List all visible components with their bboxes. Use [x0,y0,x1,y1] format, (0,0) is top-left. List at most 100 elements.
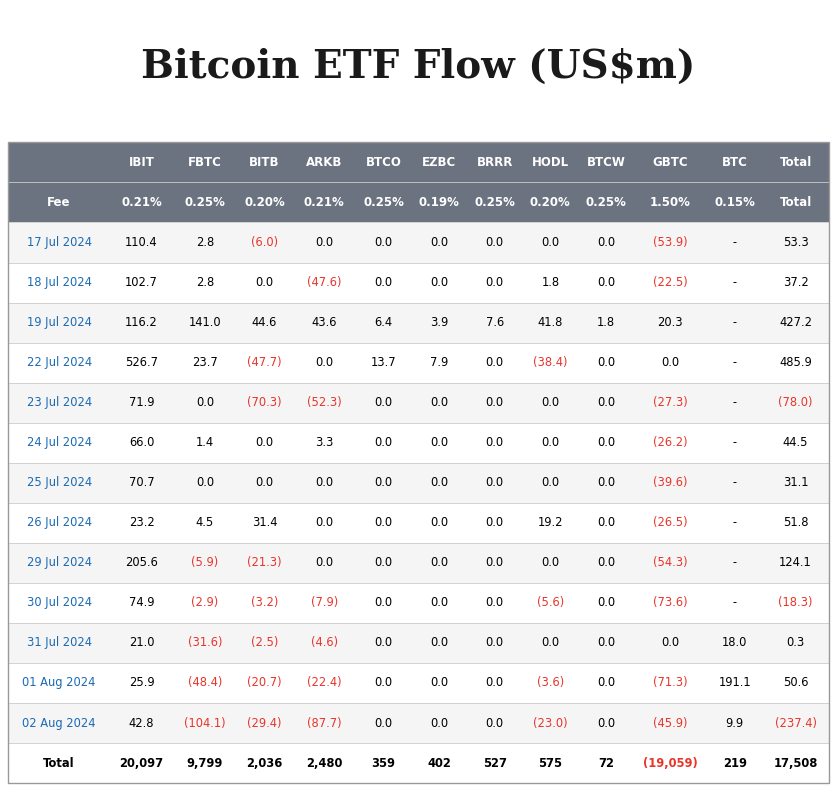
Text: 0.0: 0.0 [541,637,558,649]
Text: 402: 402 [427,756,451,770]
Text: 0.0: 0.0 [485,556,503,570]
Text: -: - [732,476,736,490]
Text: 0.0: 0.0 [485,676,503,690]
Text: (71.3): (71.3) [652,676,687,690]
Text: 66.0: 66.0 [129,436,154,449]
Text: 23 Jul 2024: 23 Jul 2024 [27,396,91,409]
Text: BTCW: BTCW [586,156,624,169]
Text: 0.0: 0.0 [314,517,333,529]
Text: 0.0: 0.0 [314,556,333,570]
Text: 0.0: 0.0 [596,436,614,449]
Text: 0.0: 0.0 [375,676,392,690]
Text: 0.0: 0.0 [196,396,214,409]
Text: 2.8: 2.8 [196,276,214,289]
Text: 0.0: 0.0 [430,676,448,690]
Text: 0.0: 0.0 [375,717,392,729]
Text: 0.0: 0.0 [430,637,448,649]
Text: 0.0: 0.0 [430,476,448,490]
Text: (27.3): (27.3) [652,396,687,409]
Text: 0.20%: 0.20% [529,196,570,209]
Text: 0.0: 0.0 [541,476,558,490]
Text: 0.0: 0.0 [596,717,614,729]
Text: (237.4): (237.4) [773,717,816,729]
Text: (48.4): (48.4) [187,676,222,690]
Text: 6.4: 6.4 [375,316,392,329]
Text: 31.4: 31.4 [252,517,277,529]
Text: (47.7): (47.7) [247,356,282,369]
Text: 0.0: 0.0 [430,556,448,570]
Text: 0.0: 0.0 [375,396,392,409]
Text: 2.8: 2.8 [196,236,214,249]
Text: 526.7: 526.7 [125,356,158,369]
Text: Total: Total [778,196,811,209]
Text: 110.4: 110.4 [125,236,158,249]
Text: (6.0): (6.0) [251,236,278,249]
Text: 0.19%: 0.19% [418,196,459,209]
Text: 0.0: 0.0 [596,396,614,409]
Text: 3.3: 3.3 [314,436,333,449]
Text: 42.8: 42.8 [129,717,154,729]
Text: -: - [732,436,736,449]
Text: 30 Jul 2024: 30 Jul 2024 [27,596,91,609]
Text: 0.0: 0.0 [596,596,614,609]
Text: 0.0: 0.0 [375,637,392,649]
Text: (29.4): (29.4) [247,717,282,729]
Text: 17 Jul 2024: 17 Jul 2024 [27,236,91,249]
Text: 527: 527 [482,756,506,770]
Text: 19.2: 19.2 [537,517,563,529]
Text: 0.0: 0.0 [375,476,392,490]
Text: (2.5): (2.5) [251,637,278,649]
Text: -: - [732,356,736,369]
Text: 2,036: 2,036 [246,756,283,770]
Text: 44.5: 44.5 [782,436,808,449]
Text: (87.7): (87.7) [307,717,341,729]
Text: 72: 72 [597,756,613,770]
Text: 0.25%: 0.25% [585,196,625,209]
Text: 0.0: 0.0 [430,596,448,609]
Text: 3.9: 3.9 [430,316,448,329]
Text: (2.9): (2.9) [191,596,218,609]
Text: 485.9: 485.9 [778,356,811,369]
Text: (20.7): (20.7) [247,676,282,690]
Text: 74.9: 74.9 [129,596,154,609]
Text: -: - [732,316,736,329]
Text: 141.0: 141.0 [189,316,221,329]
Text: 0.15%: 0.15% [713,196,754,209]
Text: 01 Aug 2024: 01 Aug 2024 [23,676,95,690]
Text: 0.20%: 0.20% [244,196,284,209]
Text: 19 Jul 2024: 19 Jul 2024 [27,316,91,329]
Text: (54.3): (54.3) [652,556,687,570]
Text: -: - [732,396,736,409]
Text: 0.0: 0.0 [596,276,614,289]
Text: 116.2: 116.2 [125,316,158,329]
Text: 13.7: 13.7 [370,356,396,369]
Text: 9.9: 9.9 [725,717,743,729]
Text: 20.3: 20.3 [657,316,682,329]
Text: 02 Aug 2024: 02 Aug 2024 [23,717,95,729]
Text: 0.0: 0.0 [596,236,614,249]
Text: Bitcoin ETF Flow (US$m): Bitcoin ETF Flow (US$m) [141,47,695,85]
Text: 0.0: 0.0 [375,276,392,289]
Text: -: - [732,236,736,249]
Text: 0.0: 0.0 [314,356,333,369]
Text: 0.0: 0.0 [541,436,558,449]
Text: 0.0: 0.0 [375,236,392,249]
Text: 50.6: 50.6 [782,676,808,690]
Text: (104.1): (104.1) [184,717,226,729]
Text: 0.0: 0.0 [255,276,273,289]
Text: -: - [732,276,736,289]
Text: 0.0: 0.0 [430,436,448,449]
Text: (38.4): (38.4) [533,356,567,369]
Text: 205.6: 205.6 [125,556,158,570]
Text: 2,480: 2,480 [306,756,342,770]
Text: HODL: HODL [531,156,568,169]
Text: 219: 219 [721,756,746,770]
Text: 22 Jul 2024: 22 Jul 2024 [27,356,91,369]
Text: (3.2): (3.2) [251,596,278,609]
Text: 102.7: 102.7 [125,276,158,289]
Text: 31 Jul 2024: 31 Jul 2024 [27,637,91,649]
Text: 41.8: 41.8 [537,316,563,329]
Text: (73.6): (73.6) [652,596,687,609]
Text: 7.6: 7.6 [485,316,503,329]
Text: -: - [732,596,736,609]
